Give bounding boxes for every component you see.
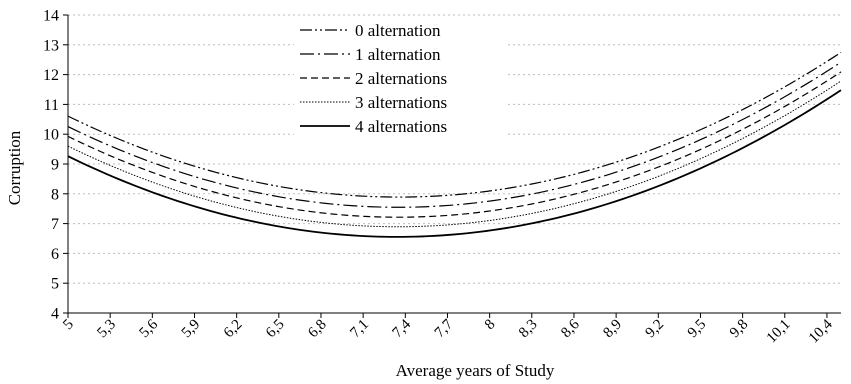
x-tick-label: 9,2 [643, 317, 668, 342]
x-axis-label: Average years of Study [396, 361, 555, 380]
y-tick-label: 14 [43, 8, 59, 25]
series-line [67, 80, 842, 228]
x-tick-label: 7,4 [390, 316, 415, 341]
y-tick-label: 12 [43, 67, 59, 84]
x-tick-label: 5,6 [137, 316, 162, 341]
x-tick-label: 8 [482, 317, 499, 334]
legend-label: 1 alternation [355, 45, 441, 64]
y-tick-label: 9 [51, 157, 59, 174]
x-tick-label: 7,7 [432, 316, 457, 341]
y-tick-label: 4 [51, 306, 59, 323]
x-tick-label: 10,4 [806, 316, 836, 346]
x-tick-label: 9,8 [727, 317, 752, 342]
series-line [67, 89, 842, 238]
x-tick-label: 8,3 [516, 317, 541, 342]
x-tick-label: 10,1 [764, 317, 794, 347]
x-tick-labels: 5 5,3 5,6 5,9 6,2 6,5 6,8 7,1 7,4 7,7 8 8,3 8,6 8,9 9,… [60, 316, 836, 346]
y-tick-label: 8 [51, 186, 59, 203]
x-tick-label: 6,5 [263, 317, 288, 342]
x-tick-label: 5,9 [179, 317, 204, 342]
legend: 0 alternation 1 alternation 2 alternations… [294, 16, 506, 140]
y-tick-label: 11 [44, 97, 59, 114]
axes [63, 14, 841, 318]
legend-box [294, 16, 506, 140]
series-line [67, 71, 842, 218]
y-tick-label: 13 [43, 37, 59, 54]
x-tick-label: 5 [60, 317, 77, 334]
y-tick-label: 5 [51, 276, 59, 293]
x-tick-label: 6,2 [221, 317, 246, 342]
legend-label: 4 alternations [355, 117, 447, 136]
x-tick-label: 8,6 [558, 316, 583, 341]
x-tick-label: 5,3 [94, 317, 119, 342]
legend-label: 2 alternations [355, 69, 447, 88]
y-axis-label: Corruption [5, 130, 24, 205]
y-tick-label: 10 [43, 127, 59, 144]
legend-label: 3 alternations [355, 93, 447, 112]
x-tick-label: 7,1 [347, 317, 372, 342]
x-tick-label: 8,9 [600, 317, 625, 342]
legend-label: 0 alternation [355, 21, 441, 40]
x-tick-label: 6,8 [305, 317, 330, 342]
x-tick-label: 9,5 [685, 317, 710, 342]
y-tick-labels: 4 5 6 7 8 9 10 11 12 13 14 [43, 8, 59, 323]
y-tick-label: 6 [51, 246, 59, 263]
series-line [67, 61, 842, 208]
series-lines [67, 51, 842, 238]
y-tick-label: 7 [51, 216, 59, 233]
